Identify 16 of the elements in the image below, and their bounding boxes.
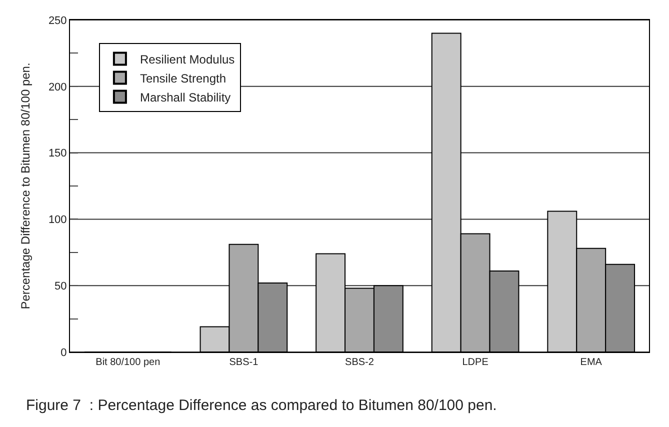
x-tick-label: EMA	[580, 357, 602, 368]
y-tick-label: 100	[48, 214, 67, 226]
y-axis-title: Percentage Difference to Bitumen 80/100 pen.	[18, 62, 33, 310]
y-tick-label: 200	[48, 81, 67, 94]
y-tick-label: 0	[60, 346, 67, 359]
x-tick-label: SBS-1	[229, 357, 259, 368]
caption: Figure 7 : Percentage Difference as compared to Bitumen 80/100 pen.	[26, 397, 497, 414]
x-tick-label: LDPE	[462, 357, 489, 368]
y-tick-label: 150	[48, 148, 67, 160]
legend-label: Resilient Modulus	[140, 52, 235, 66]
y-tick-label: 50	[54, 280, 67, 292]
x-tick-label: Bit 80/100 pen	[96, 357, 160, 368]
legend-label: Tensile Strength	[140, 71, 226, 86]
x-tick-label: SBS-2	[345, 357, 374, 368]
y-tick-label: 250	[48, 14, 67, 27]
legend-label: Marshall Stability	[140, 90, 231, 104]
